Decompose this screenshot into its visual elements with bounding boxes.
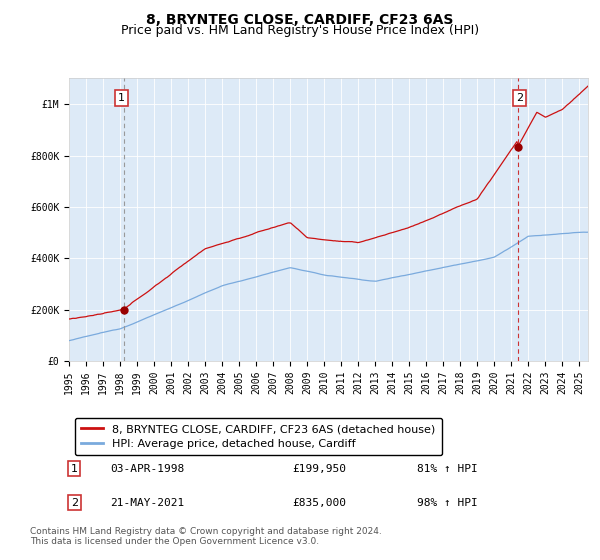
Text: 2: 2 (71, 498, 78, 507)
Text: £199,950: £199,950 (292, 464, 346, 474)
Text: 1: 1 (118, 93, 125, 103)
Text: 1: 1 (71, 464, 77, 474)
Text: 98% ↑ HPI: 98% ↑ HPI (417, 498, 478, 507)
Text: 2: 2 (516, 93, 523, 103)
Text: 81% ↑ HPI: 81% ↑ HPI (417, 464, 478, 474)
Text: £835,000: £835,000 (292, 498, 346, 507)
Text: 8, BRYNTEG CLOSE, CARDIFF, CF23 6AS: 8, BRYNTEG CLOSE, CARDIFF, CF23 6AS (146, 13, 454, 27)
Legend: 8, BRYNTEG CLOSE, CARDIFF, CF23 6AS (detached house), HPI: Average price, detach: 8, BRYNTEG CLOSE, CARDIFF, CF23 6AS (det… (74, 418, 442, 455)
Text: Contains HM Land Registry data © Crown copyright and database right 2024.
This d: Contains HM Land Registry data © Crown c… (30, 526, 382, 546)
Text: 21-MAY-2021: 21-MAY-2021 (110, 498, 185, 507)
Text: 03-APR-1998: 03-APR-1998 (110, 464, 185, 474)
Text: Price paid vs. HM Land Registry's House Price Index (HPI): Price paid vs. HM Land Registry's House … (121, 24, 479, 38)
